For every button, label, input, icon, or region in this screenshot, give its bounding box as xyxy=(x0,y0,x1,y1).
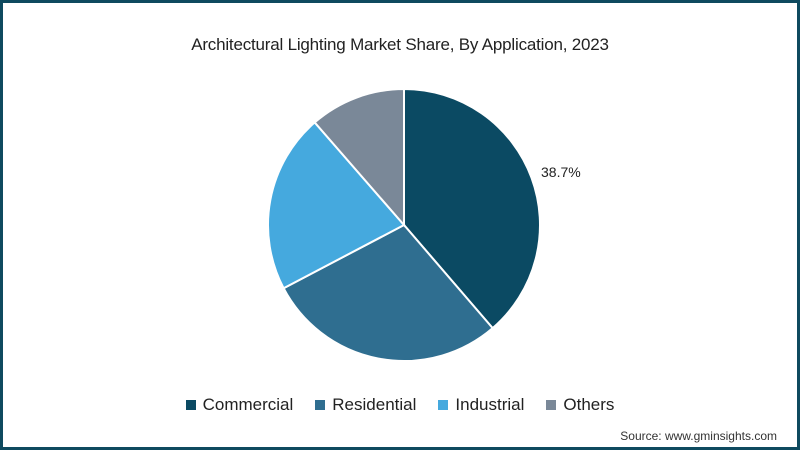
legend-label: Commercial xyxy=(202,395,294,414)
legend-label: Industrial xyxy=(455,395,525,414)
pie-slice-others xyxy=(313,87,405,228)
legend-item-residential: Residential xyxy=(315,395,416,415)
legend-swatch-icon xyxy=(185,400,196,410)
pie-slice-industrial xyxy=(267,121,406,290)
legend-swatch-icon xyxy=(315,400,326,410)
legend-label: Others xyxy=(563,395,615,414)
legend-item-others: Others xyxy=(546,395,614,415)
pie-chart xyxy=(267,87,541,362)
commercial-percentage-label: 38.7% xyxy=(541,164,581,180)
pie-slice-commercial xyxy=(403,87,541,330)
legend-item-commercial: Commercial xyxy=(185,395,294,415)
chart-legend: Commercial Residential Industrial Others xyxy=(3,395,797,415)
pie-slice-residential xyxy=(282,223,495,362)
chart-title: Architectural Lighting Market Share, By … xyxy=(191,35,609,54)
legend-swatch-icon xyxy=(438,400,449,410)
legend-item-industrial: Industrial xyxy=(438,395,524,415)
legend-label: Residential xyxy=(332,395,417,414)
source-credit: Source: www.gminsights.com xyxy=(620,429,777,443)
legend-swatch-icon xyxy=(546,400,557,410)
